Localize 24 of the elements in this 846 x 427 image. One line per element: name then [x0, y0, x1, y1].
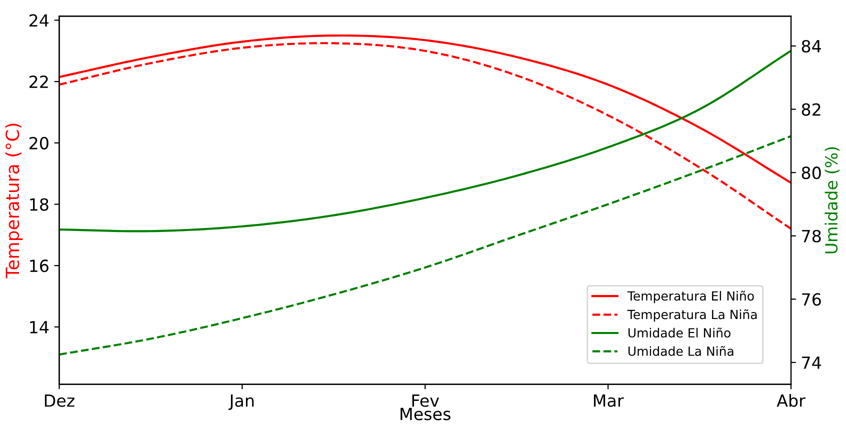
- legend-label: Umidade La Niña: [628, 346, 734, 356]
- x-tick-label: Fev: [412, 394, 440, 407]
- legend-label: Temperatura La Niña: [627, 309, 757, 322]
- y2-tick-label: 80: [802, 166, 821, 180]
- y-tick-label: 18: [30, 198, 48, 211]
- y2-tick-label: 82: [802, 103, 820, 116]
- y-tick-label: 16: [30, 260, 48, 272]
- y2-tick-label: 74: [802, 356, 822, 369]
- x-tick-label: Dez: [44, 394, 74, 407]
- x-axis-title: Meses: [400, 408, 450, 420]
- y-axis-title: Temperatura (°C): [5, 124, 23, 278]
- x-tick-label: Mar: [594, 394, 624, 407]
- x-tick-label: Jan: [228, 394, 254, 410]
- y2-axis-title: Umidade (%): [824, 147, 840, 254]
- y-tick-label: 20: [30, 136, 48, 150]
- x-tick-label: Abr: [776, 394, 806, 407]
- legend-label: Umidade El Niño: [628, 328, 730, 338]
- y-tick-label: 14: [30, 321, 49, 334]
- y2-tick-label: 84: [802, 40, 822, 53]
- y2-tick-label: 78: [802, 230, 821, 242]
- y-tick-label: 24: [30, 14, 49, 27]
- legend-label: Temperatura El Niño: [627, 290, 754, 304]
- y2-tick-label: 76: [802, 293, 821, 306]
- y-tick-label: 22: [30, 76, 48, 88]
